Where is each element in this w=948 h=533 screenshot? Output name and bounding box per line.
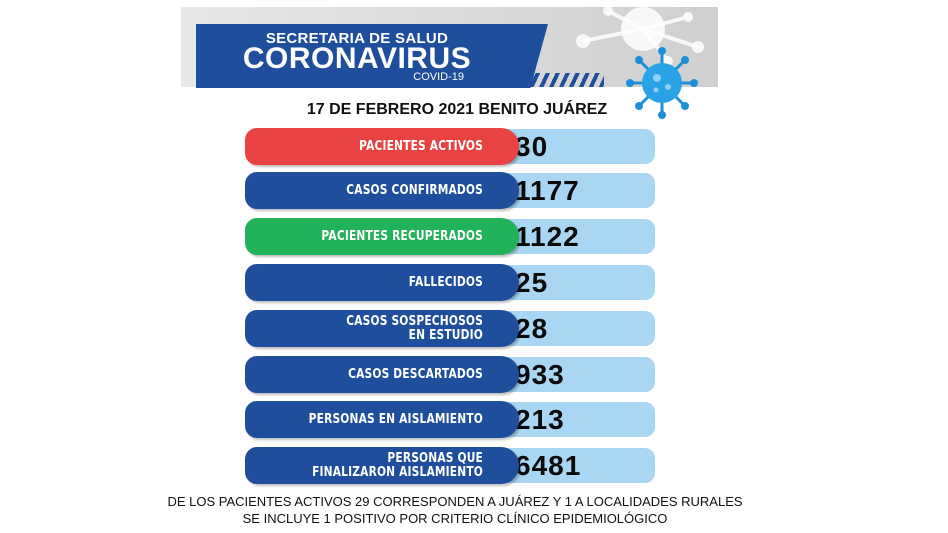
title-banner: SECRETARIA DE SALUD CORONAVIRUS COVID-19 — [196, 24, 548, 88]
value-background — [495, 311, 655, 346]
stat-label: FALLECIDOS — [408, 274, 483, 290]
stat-row: 28 CASOS SOSPECHOSOS EN ESTUDIO — [245, 310, 657, 347]
org-title: SECRETARIA DE SALUD — [265, 30, 449, 47]
virus-blue-icon — [626, 47, 698, 119]
stat-value: 1177 — [515, 175, 580, 206]
stat-value: 213 — [515, 404, 565, 435]
stat-row: 933 CASOS DESCARTADOS — [245, 356, 657, 393]
decorative-stripes — [496, 73, 604, 87]
stat-label: CASOS SOSPECHOSOS EN ESTUDIO — [278, 310, 483, 347]
value-background — [495, 402, 655, 437]
value-background — [495, 173, 655, 208]
label-pill: PERSONAS QUE FINALIZARON AISLAMIENTO — [245, 447, 519, 484]
stat-value: 6481 — [515, 450, 582, 481]
stat-label: PACIENTES ACTIVOS — [359, 138, 483, 154]
stat-value: 25 — [515, 267, 549, 298]
stat-row: 25 FALLECIDOS — [245, 264, 657, 301]
subtitle: COVID-19 — [413, 71, 464, 83]
stat-label-line: EN ESTUDIO — [408, 327, 483, 343]
stat-label: PACIENTES RECUPERADOS — [321, 228, 483, 244]
footer-note: DE LOS PACIENTES ACTIVOS 29 CORRESPONDEN… — [150, 493, 760, 527]
stat-label: CASOS DESCARTADOS — [348, 366, 483, 382]
stat-label: PERSONAS EN AISLAMIENTO — [308, 411, 483, 427]
label-pill: PACIENTES RECUPERADOS — [245, 218, 519, 255]
date-location: 17 DE FEBRERO 2021 BENITO JUÁREZ — [306, 101, 608, 118]
value-background — [495, 129, 655, 164]
label-pill: CASOS CONFIRMADOS — [245, 172, 519, 209]
stat-value: 933 — [515, 359, 565, 390]
stat-label: PERSONAS QUE FINALIZARON AISLAMIENTO — [278, 447, 483, 484]
stat-value: 28 — [515, 313, 549, 344]
stat-value: 30 — [515, 131, 549, 162]
value-background — [495, 357, 655, 392]
stat-label: CASOS CONFIRMADOS — [346, 182, 483, 198]
label-pill: PACIENTES ACTIVOS — [245, 128, 519, 165]
stat-label-line: CASOS SOSPECHOSOS — [346, 313, 483, 329]
label-pill: PERSONAS EN AISLAMIENTO — [245, 401, 519, 438]
main-title: CORONAVIRUS — [242, 42, 472, 75]
value-background — [495, 265, 655, 300]
footer-line-1: DE LOS PACIENTES ACTIVOS 29 CORRESPONDEN… — [167, 494, 743, 509]
stat-row: 30 PACIENTES ACTIVOS — [245, 128, 657, 165]
stat-row: 1177 CASOS CONFIRMADOS — [245, 172, 657, 209]
stat-row: 1122 PACIENTES RECUPERADOS — [245, 218, 657, 255]
stat-row: 6481 PERSONAS QUE FINALIZARON AISLAMIENTO — [245, 447, 657, 484]
stat-row: 213 PERSONAS EN AISLAMIENTO — [245, 401, 657, 438]
value-background — [495, 219, 655, 254]
value-background — [495, 448, 655, 483]
label-pill: CASOS DESCARTADOS — [245, 356, 519, 393]
stat-value: 1122 — [515, 221, 580, 252]
footer-line-2: SE INCLUYE 1 POSITIVO POR CRITERIO CLÍNI… — [242, 511, 668, 526]
stat-label-line: FINALIZARON AISLAMIENTO — [312, 464, 483, 480]
stat-label-line: PERSONAS QUE — [387, 450, 483, 466]
label-pill: FALLECIDOS — [245, 264, 519, 301]
label-pill: CASOS SOSPECHOSOS EN ESTUDIO — [245, 310, 519, 347]
